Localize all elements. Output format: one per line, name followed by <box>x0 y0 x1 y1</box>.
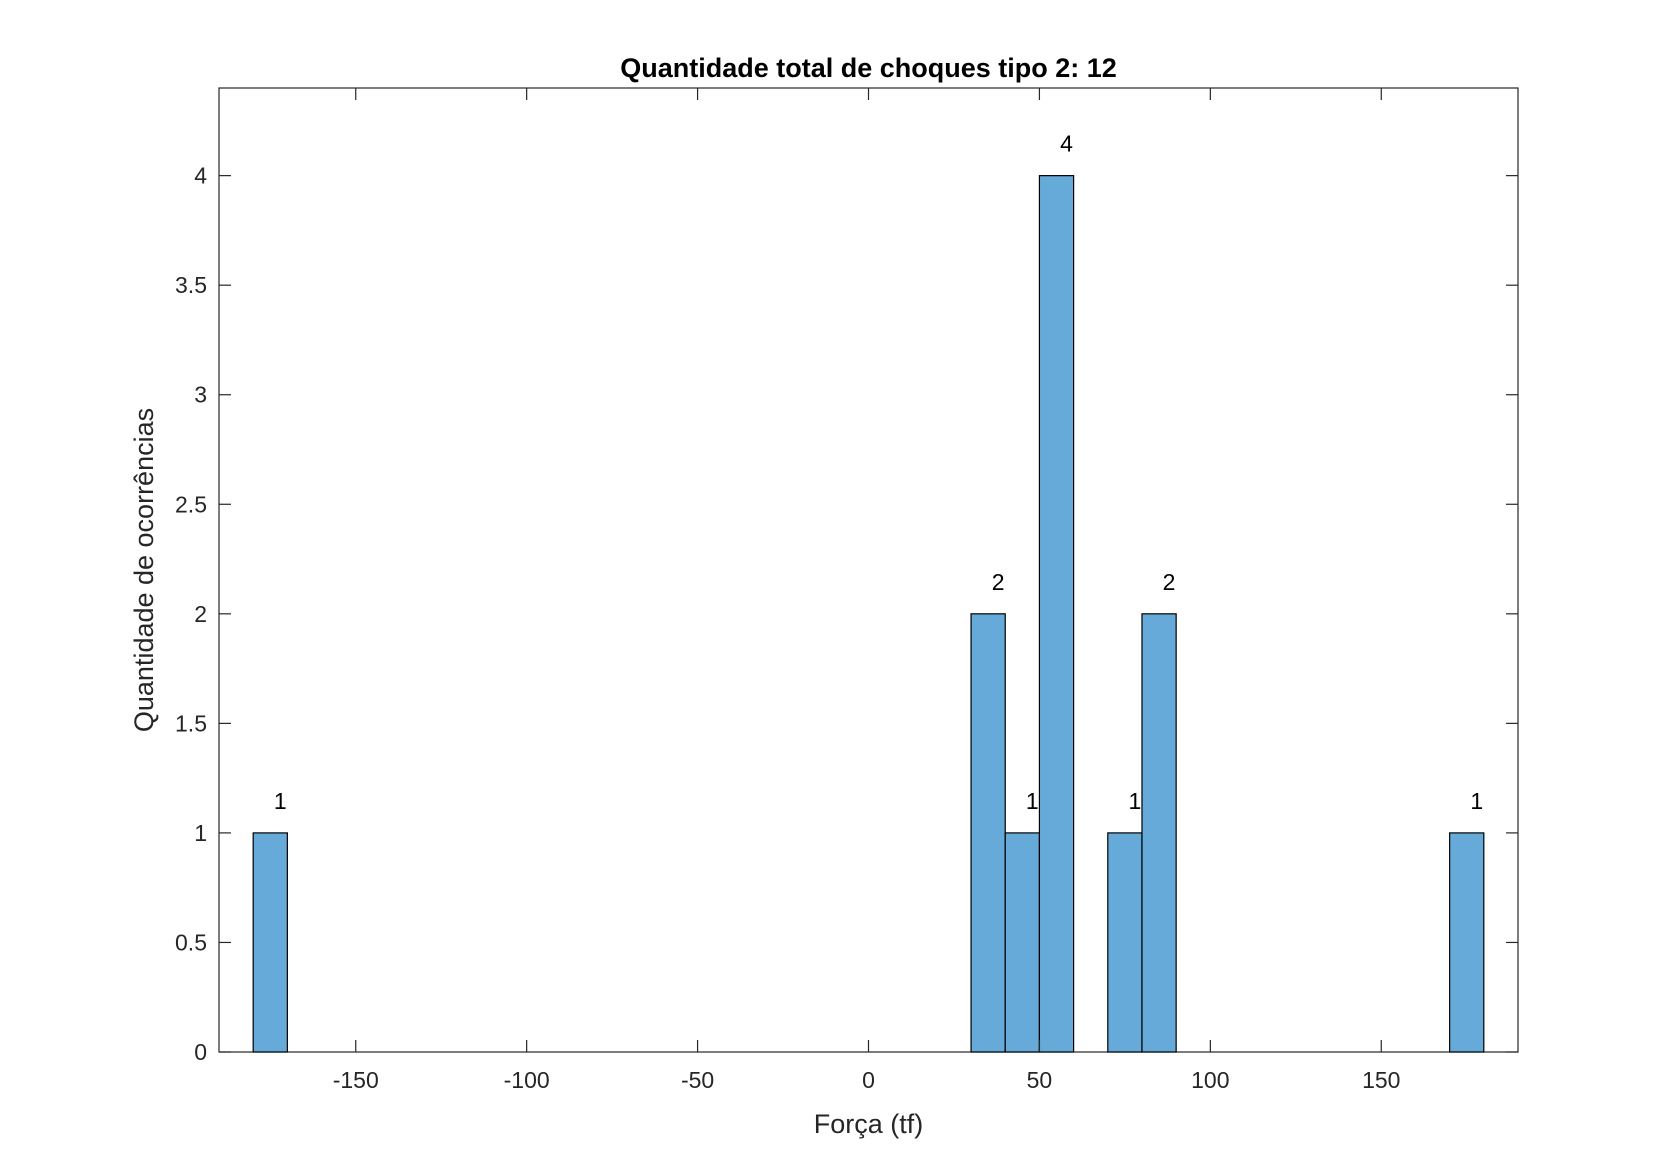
bar-2 <box>1004 832 1041 1053</box>
y-tick-label-1: 0.5 <box>175 929 207 955</box>
x-tick-label-3: 0 <box>862 1067 875 1093</box>
y-tick-label-0: 0 <box>194 1039 207 1065</box>
x-tick-label-5: 100 <box>1191 1067 1229 1093</box>
bar-1 <box>970 613 1006 1053</box>
bar-0 <box>252 832 288 1053</box>
bar-6 <box>1449 832 1485 1053</box>
data-label-6: 1 <box>1470 788 1483 814</box>
y-tick-label-6: 3 <box>194 382 207 408</box>
y-tick-label-5: 2.5 <box>175 491 207 517</box>
data-label-4: 1 <box>1128 788 1141 814</box>
data-label-3: 4 <box>1060 131 1073 157</box>
x-axis-label: Força (tf) <box>814 1109 924 1139</box>
bar-5 <box>1141 613 1177 1053</box>
bars-group <box>252 175 1485 1053</box>
tick-labels-group: -150 -100 -50 0 50 100 150 0 0.5 1 1.5 2 2.5 3 3.5 4 <box>175 163 1400 1093</box>
x-tick-label-1: -100 <box>504 1067 550 1093</box>
plot-area <box>218 87 1519 1053</box>
data-label-2: 1 <box>1026 788 1039 814</box>
y-tick-label-4: 2 <box>194 601 207 627</box>
x-tick-label-6: 150 <box>1362 1067 1400 1093</box>
data-labels-group: 1 2 1 4 1 2 1 <box>274 131 1483 814</box>
chart-title: Quantidade total de choques tipo 2: 12 <box>620 53 1117 83</box>
ticks-group <box>219 88 1518 1053</box>
x-tick-label-4: 50 <box>1027 1067 1053 1093</box>
y-tick-label-2: 1 <box>194 820 207 846</box>
y-tick-label-3: 1.5 <box>175 710 207 736</box>
bar-4 <box>1107 832 1143 1053</box>
bar-3 <box>1038 175 1075 1053</box>
y-tick-label-7: 3.5 <box>175 272 207 298</box>
y-tick-label-8: 4 <box>194 163 207 189</box>
data-label-5: 2 <box>1163 569 1176 595</box>
x-tick-label-0: -150 <box>333 1067 379 1093</box>
data-label-1: 2 <box>992 569 1005 595</box>
y-axis-label: Quantidade de ocorrências <box>129 408 159 732</box>
x-tick-label-2: -50 <box>681 1067 714 1093</box>
data-label-0: 1 <box>274 788 287 814</box>
